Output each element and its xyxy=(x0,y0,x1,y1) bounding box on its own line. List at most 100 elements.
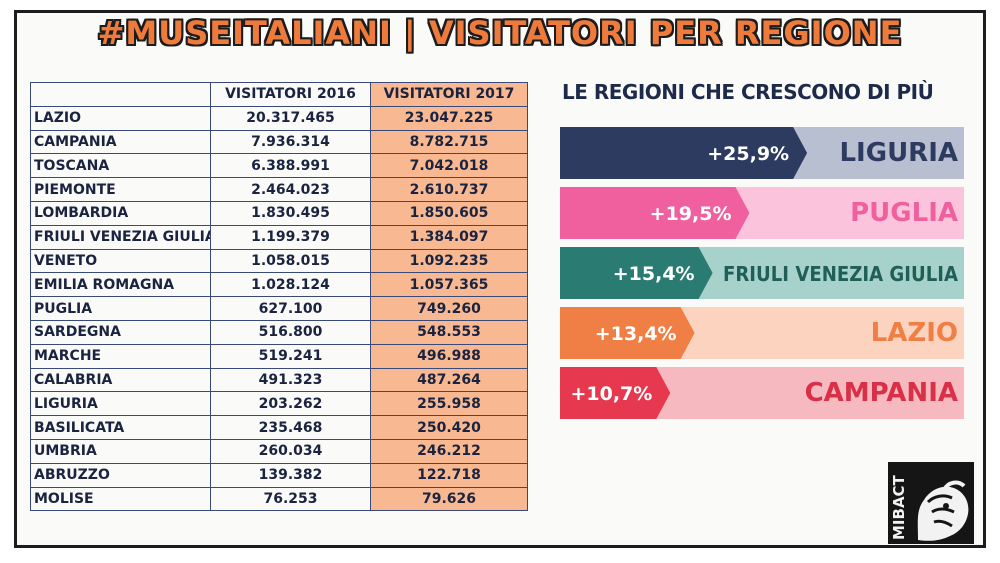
growth-bar xyxy=(560,367,671,419)
growth-bar-chart: +25,9% LIGURIA +19,5% PUGLIA +15,4% FRIULI VE… xyxy=(560,127,964,419)
visitors-2016-cell: 235.468 xyxy=(210,415,371,440)
region-cell: MARCHE xyxy=(30,343,211,369)
growth-region-label: CAMPANIA xyxy=(805,378,958,408)
visitors-2017-cell: 496.988 xyxy=(370,343,528,369)
header-2017: VISITATORI 2017 xyxy=(370,82,528,107)
visitors-2017-cell: 1.057.365 xyxy=(370,272,528,298)
table-row: FRIULI VENEZIA GIULIA 1.199.379 1.384.097 xyxy=(30,224,528,250)
growth-bar xyxy=(560,247,713,299)
growth-chart-title: LE REGIONI CHE CRESCONO DI PIÙ xyxy=(562,80,934,104)
visitors-2016-cell: 7.936.314 xyxy=(210,129,371,155)
region-cell: CAMPANIA xyxy=(30,129,211,155)
region-cell: VENETO xyxy=(30,248,211,274)
visitors-2017-cell: 122.718 xyxy=(370,462,528,488)
visitors-2017-cell: 749.260 xyxy=(370,296,528,321)
region-cell: SARDEGNA xyxy=(30,319,211,345)
growth-region-label: LAZIO xyxy=(871,318,958,348)
region-cell: CALABRIA xyxy=(30,367,211,393)
visitors-2017-cell: 250.420 xyxy=(370,415,528,440)
visitors-2016-cell: 519.241 xyxy=(210,343,371,369)
visitors-2016-cell: 6.388.991 xyxy=(210,153,371,179)
table-row: PIEMONTE 2.464.023 2.610.737 xyxy=(30,177,528,202)
growth-value-label: +10,7% xyxy=(570,383,652,405)
visitors-2017-cell: 246.212 xyxy=(370,438,528,464)
region-cell: PUGLIA xyxy=(30,296,211,321)
table-row: VENETO 1.058.015 1.092.235 xyxy=(30,248,528,274)
visitors-2017-cell: 548.553 xyxy=(370,319,528,345)
visitors-2016-cell: 20.317.465 xyxy=(210,105,371,131)
table-body: LAZIO 20.317.465 23.047.225 CAMPANIA 7.936.3… xyxy=(30,105,528,512)
table-row: LIGURIA 203.262 255.958 xyxy=(30,391,528,417)
table-row: ABRUZZO 139.382 122.718 xyxy=(30,462,528,488)
mibact-logo: MIBACT xyxy=(888,462,974,544)
table-row: EMILIA ROMAGNA 1.028.124 1.057.365 xyxy=(30,272,528,298)
growth-region-label: LIGURIA xyxy=(839,138,958,168)
visitors-2016-cell: 627.100 xyxy=(210,296,371,321)
region-cell: PIEMONTE xyxy=(30,177,211,202)
table-row: LOMBARDIA 1.830.495 1.850.605 xyxy=(30,200,528,226)
growth-bar xyxy=(560,127,808,179)
visitors-2016-cell: 491.323 xyxy=(210,367,371,393)
growth-bar-group: +25,9% LIGURIA xyxy=(560,127,964,179)
region-cell: UMBRIA xyxy=(30,438,211,464)
region-cell: MOLISE xyxy=(30,486,211,512)
visitors-2017-cell: 8.782.715 xyxy=(370,129,528,155)
growth-bar-group: +15,4% FRIULI VENEZIA GIULIA xyxy=(560,247,964,299)
visitors-2016-cell: 1.830.495 xyxy=(210,200,371,226)
table-row: SARDEGNA 516.800 548.553 xyxy=(30,319,528,345)
region-cell: LIGURIA xyxy=(30,391,211,417)
visitors-2016-cell: 260.034 xyxy=(210,438,371,464)
visitors-2017-cell: 487.264 xyxy=(370,367,528,393)
mibact-logo-art: MIBACT xyxy=(888,462,974,544)
visitors-2016-cell: 1.058.015 xyxy=(210,248,371,274)
region-cell: LAZIO xyxy=(30,105,211,131)
visitors-2017-cell: 1.092.235 xyxy=(370,248,528,274)
visitors-2017-cell: 1.384.097 xyxy=(370,224,528,250)
region-cell: TOSCANA xyxy=(30,153,211,179)
growth-region-label: FRIULI VENEZIA GIULIA xyxy=(723,262,958,286)
visitors-2017-cell: 79.626 xyxy=(370,486,528,512)
table-row: CAMPANIA 7.936.314 8.782.715 xyxy=(30,129,528,155)
table-row: PUGLIA 627.100 749.260 xyxy=(30,296,528,321)
growth-bar-group: +13,4% LAZIO xyxy=(560,307,964,359)
growth-bar-group: +19,5% PUGLIA xyxy=(560,187,964,239)
table-row: UMBRIA 260.034 246.212 xyxy=(30,438,528,464)
visitors-2017-cell: 2.610.737 xyxy=(370,177,528,202)
table-row: TOSCANA 6.388.991 7.042.018 xyxy=(30,153,528,179)
growth-value-label: +19,5% xyxy=(650,203,732,225)
growth-value-label: +15,4% xyxy=(613,263,695,285)
growth-bar xyxy=(560,307,695,359)
visitors-2016-cell: 516.800 xyxy=(210,319,371,345)
growth-value-label: +13,4% xyxy=(595,323,677,345)
table-row: BASILICATA 235.468 250.420 xyxy=(30,415,528,440)
header-2016: VISITATORI 2016 xyxy=(210,82,371,107)
table-row: MARCHE 519.241 496.988 xyxy=(30,343,528,369)
visitors-2017-cell: 23.047.225 xyxy=(370,105,528,131)
visitors-2016-cell: 76.253 xyxy=(210,486,371,512)
table-row: MOLISE 76.253 79.626 xyxy=(30,486,528,512)
visitors-2017-cell: 255.958 xyxy=(370,391,528,417)
region-cell: LOMBARDIA xyxy=(30,200,211,226)
visitors-2016-cell: 203.262 xyxy=(210,391,371,417)
visitors-2016-cell: 1.028.124 xyxy=(210,272,371,298)
table-row: CALABRIA 491.323 487.264 xyxy=(30,367,528,393)
visitors-table: VISITATORI 2016 VISITATORI 2017 LAZIO 20.… xyxy=(30,82,528,512)
visitors-2016-cell: 2.464.023 xyxy=(210,177,371,202)
visitors-2017-cell: 1.850.605 xyxy=(370,200,528,226)
growth-bar xyxy=(560,187,750,239)
region-cell: BASILICATA xyxy=(30,415,211,440)
table-header-row: VISITATORI 2016 VISITATORI 2017 xyxy=(30,82,528,107)
visitors-2016-cell: 1.199.379 xyxy=(210,224,371,250)
region-cell: ABRUZZO xyxy=(30,462,211,488)
page-title: #MUSEITALIANI | VISITATORI PER REGIONE xyxy=(97,14,903,52)
growth-value-label: +25,9% xyxy=(707,143,789,165)
growth-bar-group: +10,7% CAMPANIA xyxy=(560,367,964,419)
region-cell: FRIULI VENEZIA GIULIA xyxy=(30,224,211,250)
table-row: LAZIO 20.317.465 23.047.225 xyxy=(30,105,528,131)
header-region xyxy=(30,82,211,107)
visitors-2016-cell: 139.382 xyxy=(210,462,371,488)
region-cell: EMILIA ROMAGNA xyxy=(30,272,211,298)
logo-text: MIBACT xyxy=(890,474,908,540)
growth-region-label: PUGLIA xyxy=(850,198,958,228)
visitors-2017-cell: 7.042.018 xyxy=(370,153,528,179)
